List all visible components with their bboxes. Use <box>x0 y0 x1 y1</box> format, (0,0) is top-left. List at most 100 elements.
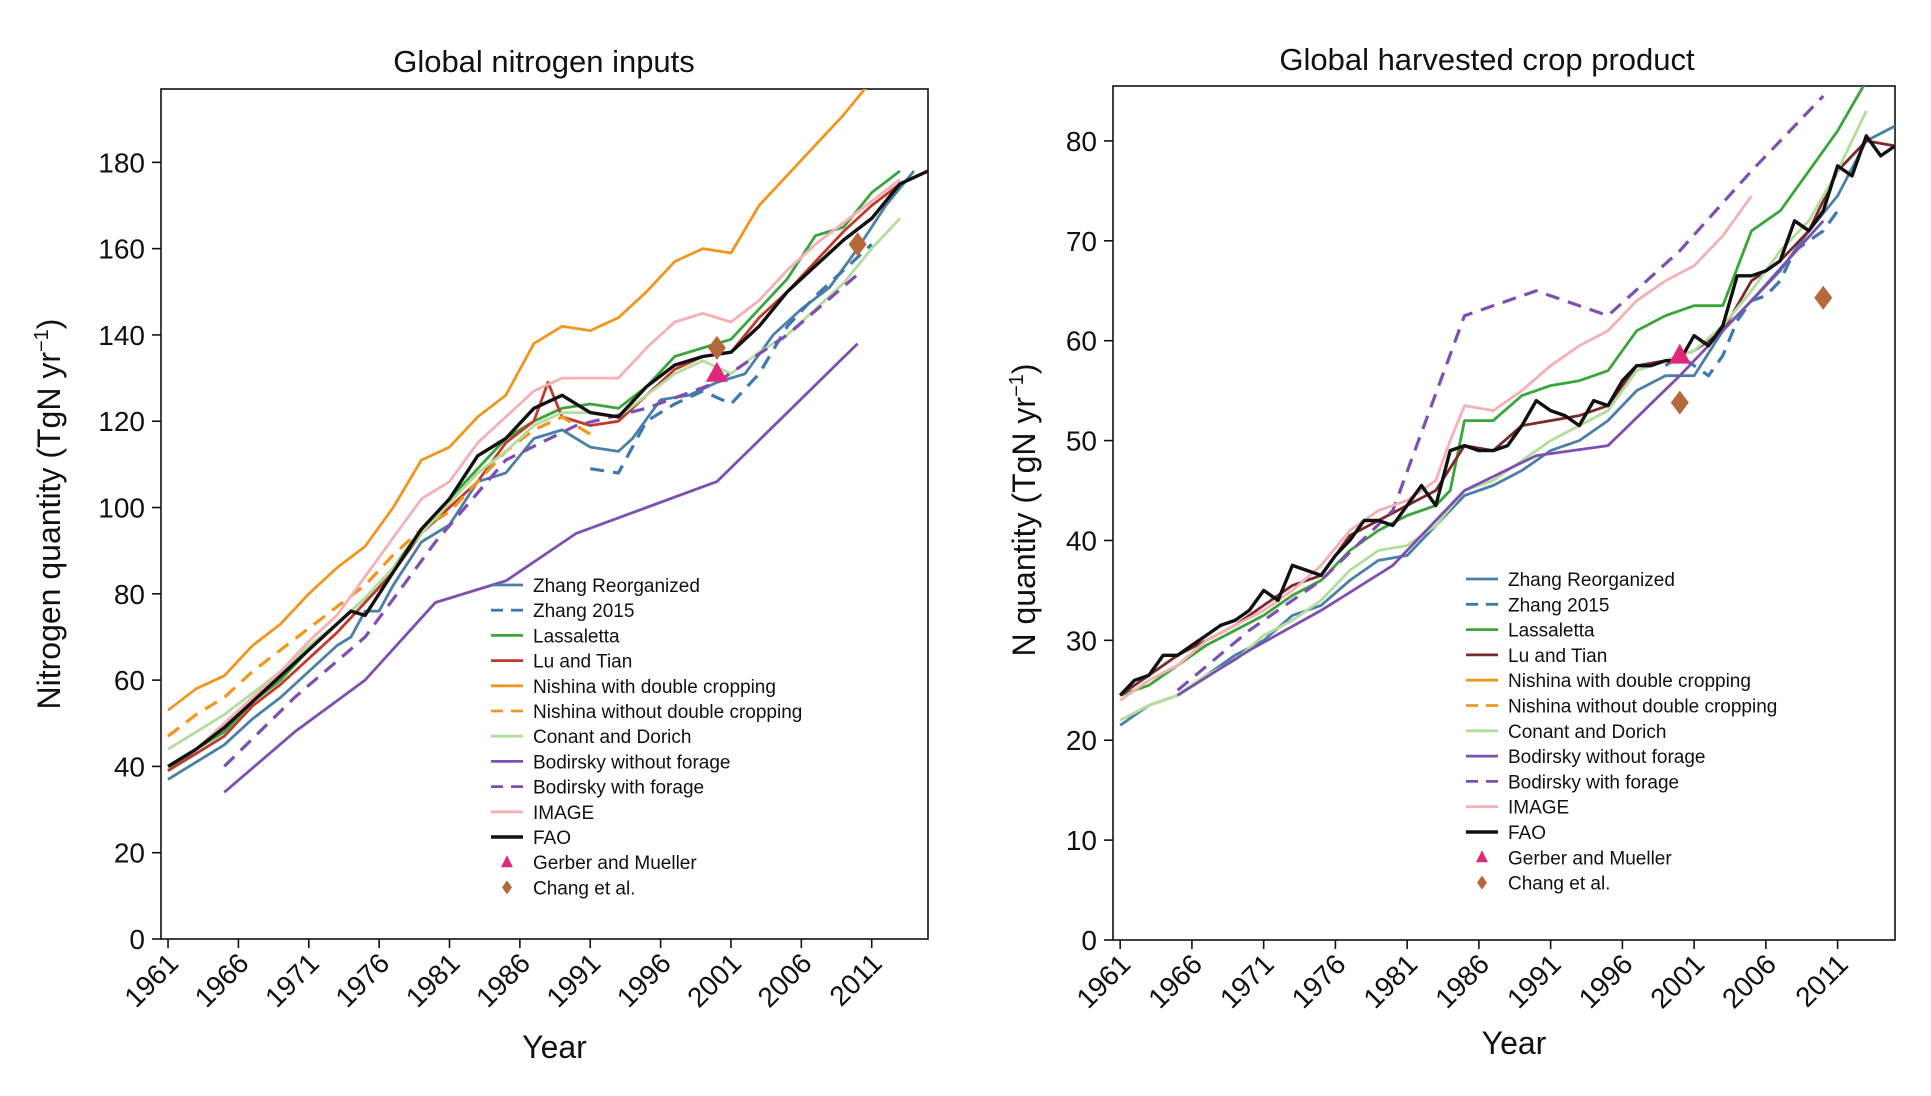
panel2-y-tick-label: 30 <box>1066 625 1097 656</box>
panel1-y-tick-label: 140 <box>98 320 145 351</box>
panel1-y-axis-label: Nitrogen quantity (TgN yr−1) <box>31 319 67 710</box>
panel2-x-tick-label: 1986 <box>1429 948 1495 1014</box>
panel1-plot-frame <box>160 88 929 940</box>
panel2-legend-label-zhang-2015: Zhang 2015 <box>1508 595 1609 616</box>
panel1-legend-label-nishina-with-double-cropping: Nishina with double cropping <box>533 677 776 698</box>
panel1-y-tick-label: 120 <box>98 406 145 437</box>
panel2-y-axis-label: N quantity (TgN yr−1) <box>1006 363 1042 656</box>
panel1-series-line-lu-and-tian <box>167 182 901 772</box>
panel1-legend-label-lassaletta: Lassaletta <box>533 626 620 647</box>
panel1-y-tick-label: 20 <box>114 838 145 869</box>
panel2-y-tick-label: 40 <box>1066 525 1097 556</box>
panel2-x-tick-label: 2006 <box>1716 948 1782 1014</box>
panel1-legend-swatch-gerber-and-mueller <box>501 855 513 868</box>
panel1-legend: Zhang Reorganized Zhang 2015 Lassaletta Lu … <box>491 576 802 899</box>
panel2-legend-label-nishina-with-double-cropping: Nishina with double cropping <box>1508 671 1751 692</box>
panel1-series-line-bodirsky-with-forage <box>223 273 859 768</box>
panel1-series-line-bodirsky-without-forage <box>223 342 859 794</box>
panel1-x-tick-label: 2011 <box>823 947 888 1012</box>
panel2-marker-chang-et-al <box>1670 390 1689 415</box>
panel2-legend-label-bodirsky-with-forage: Bodirsky with forage <box>1508 772 1679 793</box>
panel2-x-tick-label: 1996 <box>1573 948 1639 1014</box>
panel2-legend-label-chang-et-al: Chang et al. <box>1508 874 1610 895</box>
panel2-series-line-bodirsky-without-forage <box>1176 219 1825 697</box>
panel1-series-line-image <box>167 178 901 768</box>
panel2-y-tick-label: 10 <box>1066 825 1097 856</box>
panel1-legend-label-gerber-and-mueller: Gerber and Mueller <box>533 853 697 874</box>
panel2-legend-label-image: IMAGE <box>1508 798 1569 819</box>
panel1-x-tick-label: 1961 <box>118 947 184 1013</box>
panel2-x-axis-label: Year <box>1482 1025 1547 1061</box>
panel1-legend-label-chang-et-al: Chang et al. <box>533 878 635 899</box>
panel1-y-tick-label: 100 <box>98 493 145 524</box>
panel2-series-lines <box>1118 86 1895 727</box>
panel1-series-line-fao <box>167 169 928 768</box>
panel1-y-tick-label: 40 <box>114 751 145 782</box>
panel2-x-tick-label: 1971 <box>1214 948 1280 1014</box>
panel2-legend-label-nishina-without-double-cropping: Nishina without double cropping <box>1508 697 1777 718</box>
panel2-x-tick-label: 1976 <box>1286 948 1352 1014</box>
panel2-series-line-fao <box>1118 134 1895 697</box>
panel2-y-tick-label: 70 <box>1066 226 1097 257</box>
panel2-legend-label-conant-and-dorich: Conant and Dorich <box>1508 722 1666 743</box>
panel2-legend-swatch-chang-et-al <box>1477 875 1487 890</box>
panel1-y-tick-label: 180 <box>98 147 145 178</box>
chart-panel-2: Global harvested crop product 0 10 20 30 40 50… <box>1006 42 1896 1061</box>
panel2-y-tick-label: 50 <box>1066 426 1097 457</box>
panel2-series-line-lassaletta <box>1119 86 1866 697</box>
panel1-legend-swatch-chang-et-al <box>502 880 512 895</box>
panel1-x-tick-label: 2001 <box>681 947 747 1013</box>
panel1-legend-label-bodirsky-without-forage: Bodirsky without forage <box>533 752 731 773</box>
panel1-x-tick-label: 1966 <box>189 947 255 1013</box>
panel2-legend-label-lassaletta: Lassaletta <box>1508 621 1595 642</box>
panel1-y-tick-label: 160 <box>98 234 145 265</box>
panel2-y-tick-label: 60 <box>1066 326 1097 357</box>
panel1-marker-gerber-and-mueller <box>705 361 728 382</box>
panel1-legend-label-fao: FAO <box>533 828 571 849</box>
panel1-legend-label-zhang-2015: Zhang 2015 <box>533 601 634 622</box>
panel1-x-tick-label: 1976 <box>329 947 395 1013</box>
panel1-x-tick-label: 1996 <box>611 947 677 1013</box>
panel1-marker-chang-et-al <box>848 232 867 257</box>
panel2-x-tick-label: 1981 <box>1357 948 1423 1014</box>
panel1-marker-chang-et-al <box>707 335 726 360</box>
panel1-series-line-nishina-without-double-cropping <box>167 415 592 738</box>
panel2-marker-chang-et-al <box>1814 285 1833 310</box>
panel1-x-tick-label: 2006 <box>752 947 818 1013</box>
panel2-y-tick-label: 80 <box>1066 126 1097 157</box>
panel2-plot-frame <box>1112 85 1896 941</box>
chart-panel-1: Global nitrogen inputs 0 20 40 60 80 100 120 140… <box>31 44 929 1065</box>
panel2-x-tick-label: 1991 <box>1501 948 1567 1014</box>
panel2-y-tick-label: 0 <box>1081 925 1097 956</box>
panel2-series-line-bodirsky-with-forage <box>1176 94 1825 692</box>
panel2-legend-label-fao: FAO <box>1508 823 1546 844</box>
panel1-series-line-zhang-reorganized <box>167 170 915 781</box>
panel2-x-tick-label: 1966 <box>1142 948 1208 1014</box>
panel2-legend-label-bodirsky-without-forage: Bodirsky without forage <box>1508 747 1706 768</box>
panel2-x-tick-label: 2001 <box>1644 948 1710 1014</box>
panel1-series-lines <box>167 89 928 794</box>
panel2-legend-label-zhang-reorganized: Zhang Reorganized <box>1508 570 1675 591</box>
panel1-legend-label-lu-and-tian: Lu and Tian <box>533 652 632 673</box>
panel2-chart-title: Global harvested crop product <box>1279 42 1695 77</box>
panel2-legend-label-gerber-and-mueller: Gerber and Mueller <box>1508 848 1672 869</box>
panel2-x-tick-label: 2011 <box>1789 948 1854 1013</box>
panel2-series-line-image <box>1119 195 1753 702</box>
panel1-x-tick-label: 1991 <box>541 947 607 1013</box>
panel2-marker-gerber-and-mueller <box>1668 343 1691 364</box>
panel1-legend-label-nishina-without-double-cropping: Nishina without double cropping <box>533 702 802 723</box>
panel1-x-tick-label: 1986 <box>470 947 536 1013</box>
panel1-legend-label-bodirsky-with-forage: Bodirsky with forage <box>533 778 704 799</box>
panel1-chart-title: Global nitrogen inputs <box>393 44 695 79</box>
panel2-legend-label-lu-and-tian: Lu and Tian <box>1508 646 1607 667</box>
panel1-x-tick-label: 1971 <box>259 947 325 1013</box>
panel2-legend-swatch-gerber-and-mueller <box>1476 850 1488 863</box>
panel1-y-tick-label: 0 <box>129 924 145 955</box>
panel1-y-tick-label: 80 <box>114 579 145 610</box>
panel1-legend-label-zhang-reorganized: Zhang Reorganized <box>533 576 700 597</box>
panel2-legend: Zhang Reorganized Zhang 2015 Lassaletta Lu … <box>1466 570 1777 895</box>
panel1-y-tick-label: 60 <box>114 665 145 696</box>
panel2-x-tick-label: 1961 <box>1070 948 1136 1014</box>
panel1-legend-label-conant-and-dorich: Conant and Dorich <box>533 727 691 748</box>
